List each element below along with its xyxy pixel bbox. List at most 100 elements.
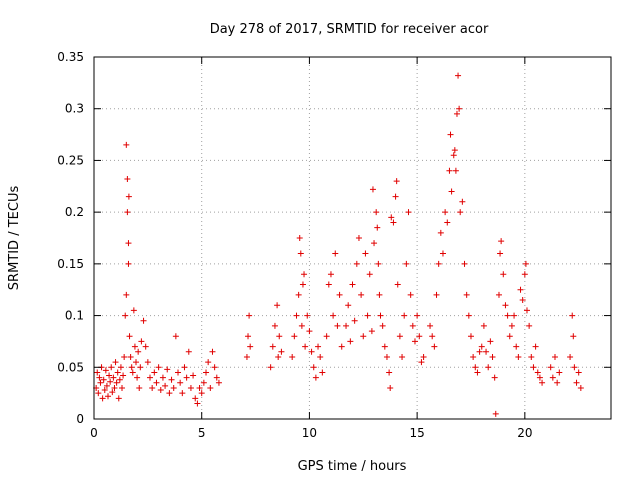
data-point bbox=[513, 343, 520, 350]
data-point bbox=[200, 379, 207, 386]
data-point bbox=[414, 312, 421, 319]
data-point bbox=[431, 343, 438, 350]
data-point bbox=[124, 209, 131, 216]
data-point bbox=[179, 390, 186, 397]
data-point bbox=[470, 353, 477, 360]
data-point bbox=[137, 364, 144, 371]
data-point bbox=[126, 333, 133, 340]
data-point bbox=[295, 291, 302, 298]
data-point bbox=[429, 333, 436, 340]
data-point bbox=[451, 147, 458, 154]
data-point bbox=[299, 281, 306, 288]
data-point bbox=[106, 372, 113, 379]
data-point bbox=[123, 141, 130, 148]
data-point bbox=[489, 353, 496, 360]
y-tick-label: 0.05 bbox=[57, 360, 84, 374]
data-point bbox=[495, 291, 502, 298]
y-tick-label: 0.1 bbox=[65, 309, 84, 323]
data-point bbox=[243, 353, 250, 360]
data-point bbox=[203, 369, 210, 376]
data-point bbox=[111, 384, 118, 391]
data-point bbox=[369, 186, 376, 193]
data-point bbox=[368, 328, 375, 335]
data-point bbox=[439, 250, 446, 257]
data-point bbox=[487, 338, 494, 345]
data-point bbox=[366, 271, 373, 278]
data-point bbox=[433, 291, 440, 298]
x-tick-label: 10 bbox=[302, 426, 317, 440]
data-point bbox=[373, 209, 380, 216]
data-point bbox=[155, 364, 162, 371]
data-point bbox=[119, 384, 126, 391]
y-tick-label: 0.25 bbox=[57, 153, 84, 167]
data-point bbox=[374, 224, 381, 231]
data-point bbox=[105, 393, 112, 400]
data-point bbox=[343, 322, 350, 329]
data-point bbox=[549, 374, 556, 381]
x-axis-label: GPS time / hours bbox=[298, 459, 407, 474]
x-tick-label: 0 bbox=[90, 426, 98, 440]
data-point bbox=[159, 374, 166, 381]
data-point bbox=[109, 389, 116, 396]
data-point bbox=[515, 353, 522, 360]
data-point bbox=[396, 333, 403, 340]
y-tick-label: 0 bbox=[76, 412, 84, 426]
data-point bbox=[194, 400, 201, 407]
data-point bbox=[358, 291, 365, 298]
data-point bbox=[110, 374, 117, 381]
data-point bbox=[554, 379, 561, 386]
data-point bbox=[136, 384, 143, 391]
data-point bbox=[211, 364, 218, 371]
data-point bbox=[278, 348, 285, 355]
data-point bbox=[190, 372, 197, 379]
data-point bbox=[213, 374, 220, 381]
data-point bbox=[427, 322, 434, 329]
data-point bbox=[447, 131, 454, 138]
data-point bbox=[567, 353, 574, 360]
data-point bbox=[120, 372, 127, 379]
data-point bbox=[383, 353, 390, 360]
x-tick-label: 20 bbox=[517, 426, 532, 440]
y-axis-label: SRMTID / TECUs bbox=[7, 186, 22, 291]
data-point bbox=[530, 364, 537, 371]
data-point bbox=[315, 343, 322, 350]
data-point bbox=[246, 312, 253, 319]
data-point bbox=[536, 374, 543, 381]
data-point bbox=[151, 369, 158, 376]
data-point bbox=[181, 364, 188, 371]
data-point bbox=[390, 219, 397, 226]
data-point bbox=[411, 338, 418, 345]
data-point bbox=[113, 379, 120, 386]
data-point bbox=[521, 271, 528, 278]
data-point bbox=[399, 353, 406, 360]
data-point bbox=[511, 312, 518, 319]
data-point bbox=[420, 353, 427, 360]
x-tick-label: 15 bbox=[409, 426, 424, 440]
data-point bbox=[125, 193, 132, 200]
data-point bbox=[312, 374, 319, 381]
data-point bbox=[245, 333, 252, 340]
data-point bbox=[392, 193, 399, 200]
data-point bbox=[142, 343, 149, 350]
data-point bbox=[450, 152, 457, 159]
data-point bbox=[532, 343, 539, 350]
data-point bbox=[453, 110, 460, 117]
data-marks bbox=[93, 72, 584, 417]
data-point bbox=[115, 395, 122, 402]
data-point bbox=[274, 302, 281, 309]
data-point bbox=[116, 376, 123, 383]
data-point bbox=[571, 364, 578, 371]
data-point bbox=[325, 281, 332, 288]
data-point bbox=[504, 312, 511, 319]
data-point bbox=[275, 353, 282, 360]
data-point bbox=[308, 348, 315, 355]
data-point bbox=[302, 343, 309, 350]
data-point bbox=[149, 384, 156, 391]
data-point bbox=[215, 379, 222, 386]
data-point bbox=[360, 333, 367, 340]
data-point bbox=[575, 369, 582, 376]
data-point bbox=[121, 353, 128, 360]
data-point bbox=[306, 328, 313, 335]
